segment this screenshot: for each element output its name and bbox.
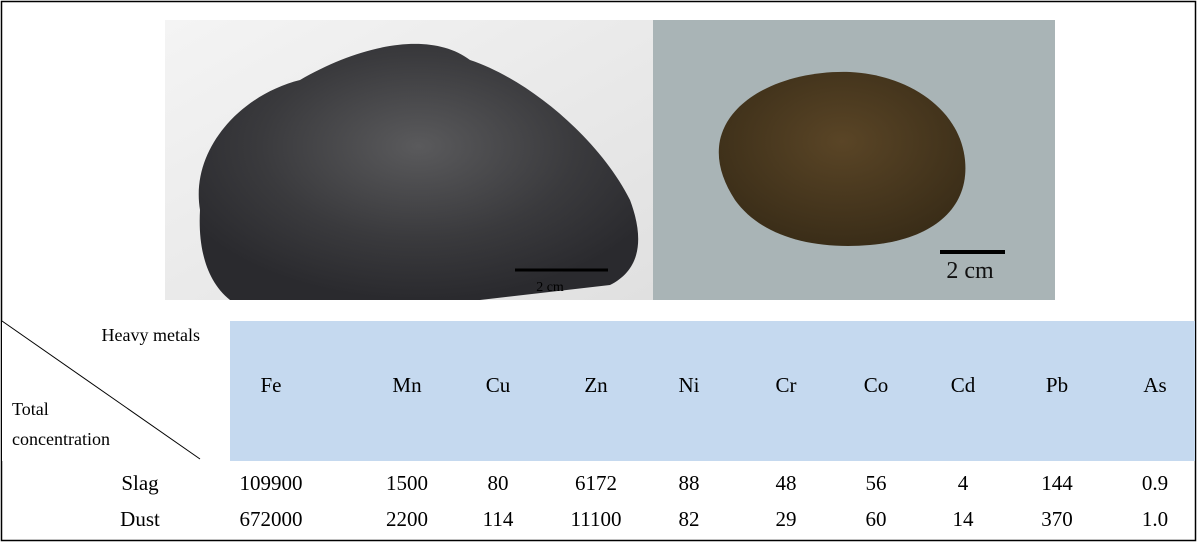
column-header: Fe — [261, 373, 282, 397]
column-header: Mn — [392, 373, 422, 397]
column-header: Pb — [1046, 373, 1068, 397]
corner-bottom: concentration — [12, 429, 110, 449]
column-header: Cu — [486, 373, 511, 397]
cell: 1500 — [386, 471, 428, 495]
table: Fe Mn Cu Zn Ni Cr Co Cd Pb As Slag 109900 1500 80 6172… — [120, 373, 1168, 531]
column-header: Co — [864, 373, 889, 397]
cell: 6172 — [575, 471, 617, 495]
column-header: As — [1143, 373, 1166, 397]
corner-bottom: Total — [12, 399, 49, 419]
column-header: Zn — [584, 373, 608, 397]
cell: 29 — [776, 507, 797, 531]
diagonal — [1, 320, 201, 460]
cell: 109900 — [240, 471, 303, 495]
cell: 114 — [483, 507, 514, 531]
cell: 11100 — [571, 507, 622, 531]
corner-cell — [2, 321, 230, 461]
cell: 144 — [1041, 471, 1073, 495]
row-label: Slag — [121, 471, 159, 495]
cell: 48 — [776, 471, 797, 495]
cell: 4 — [958, 471, 969, 495]
cell: 0.9 — [1142, 471, 1168, 495]
cell: 2200 — [386, 507, 428, 531]
column-header: Cr — [776, 373, 797, 397]
row-label: Dust — [120, 507, 160, 531]
slag-photo: 2 cm — [165, 20, 653, 301]
scale-label: 2 cm — [946, 258, 994, 284]
column-header: Cd — [951, 373, 976, 397]
cell: 56 — [866, 471, 887, 495]
scale-label: 2 cm — [536, 280, 564, 295]
cell: 60 — [866, 507, 887, 531]
cell: 672000 — [240, 507, 303, 531]
cell: 80 — [488, 471, 509, 495]
cell: 1.0 — [1142, 507, 1168, 531]
cell: 88 — [679, 471, 700, 495]
cell: 14 — [953, 507, 975, 531]
column-header: Ni — [679, 373, 700, 397]
dust-photo: 2 cm — [653, 20, 1055, 300]
cell: 82 — [679, 507, 700, 531]
cell: 370 — [1041, 507, 1073, 531]
corner-top: Heavy metals — [102, 325, 200, 345]
